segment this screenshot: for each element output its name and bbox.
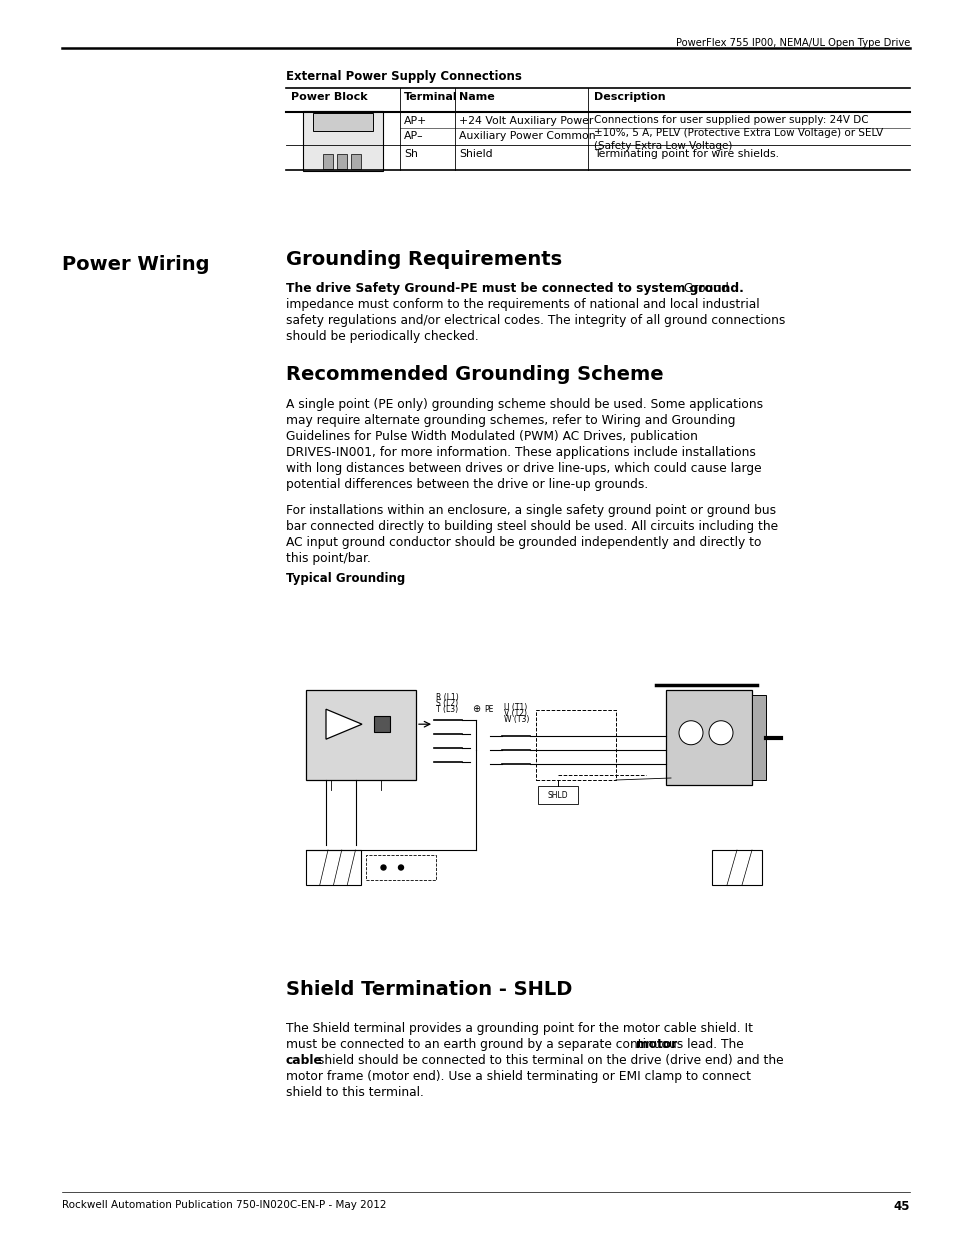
Text: R (L1): R (L1) — [436, 693, 458, 701]
Text: Grounding Requirements: Grounding Requirements — [286, 249, 561, 269]
Text: Terminal: Terminal — [403, 91, 457, 103]
Text: PowerFlex 755 IP00, NEMA/UL Open Type Drive: PowerFlex 755 IP00, NEMA/UL Open Type Dr… — [675, 38, 909, 48]
Text: Shield: Shield — [458, 149, 492, 159]
Text: motor frame (motor end). Use a shield terminating or EMI clamp to connect: motor frame (motor end). Use a shield te… — [286, 1070, 750, 1083]
Text: U (T1): U (T1) — [503, 703, 527, 713]
Text: Guidelines for Pulse Width Modulated (PWM) AC Drives, publication: Guidelines for Pulse Width Modulated (PW… — [286, 430, 698, 443]
Text: For installations within an enclosure, a single safety ground point or ground bu: For installations within an enclosure, a… — [286, 504, 776, 517]
Text: shield to this terminal.: shield to this terminal. — [286, 1086, 423, 1099]
Polygon shape — [326, 709, 361, 740]
Circle shape — [380, 864, 386, 869]
Bar — [537, 785, 578, 804]
Text: Connections for user supplied power supply: 24V DC
±10%, 5 A, PELV (Protective E: Connections for user supplied power supp… — [594, 115, 882, 152]
Text: AC input ground conductor should be grounded independently and directly to: AC input ground conductor should be grou… — [286, 536, 760, 550]
Circle shape — [398, 864, 403, 869]
Bar — [306, 850, 360, 885]
Text: Sh: Sh — [403, 149, 417, 159]
Text: bar connected directly to building steel should be used. All circuits including : bar connected directly to building steel… — [286, 520, 778, 534]
Text: Recommended Grounding Scheme: Recommended Grounding Scheme — [286, 366, 663, 384]
Bar — [536, 710, 616, 781]
Bar — [313, 112, 373, 131]
Bar — [374, 716, 390, 732]
Circle shape — [679, 721, 702, 745]
Text: External Power Supply Connections: External Power Supply Connections — [286, 70, 521, 83]
Text: 45: 45 — [893, 1200, 909, 1213]
Text: Rockwell Automation Publication 750-IN020C-EN-P - May 2012: Rockwell Automation Publication 750-IN02… — [62, 1200, 386, 1210]
Text: this point/bar.: this point/bar. — [286, 552, 371, 564]
Text: V (T2): V (T2) — [503, 709, 526, 718]
Text: Power Wiring: Power Wiring — [62, 254, 210, 274]
Text: ⊕: ⊕ — [472, 704, 479, 714]
Text: Power Block: Power Block — [291, 91, 367, 103]
Text: impedance must conform to the requirements of national and local industrial: impedance must conform to the requiremen… — [286, 298, 759, 311]
Bar — [306, 690, 416, 781]
Text: cable: cable — [286, 1053, 322, 1067]
Text: S (L2): S (L2) — [436, 699, 457, 708]
Text: must be connected to an earth ground by a separate continuous lead. The: must be connected to an earth ground by … — [286, 1037, 747, 1051]
Bar — [336, 154, 347, 169]
Text: motor: motor — [636, 1037, 677, 1051]
Circle shape — [708, 721, 732, 745]
Text: Name: Name — [458, 91, 495, 103]
Text: Auxiliary Power Common: Auxiliary Power Common — [458, 131, 595, 141]
Text: +24 Volt Auxiliary Power: +24 Volt Auxiliary Power — [458, 116, 593, 126]
Text: T (L3): T (L3) — [436, 705, 457, 714]
Text: Description: Description — [594, 91, 665, 103]
Bar — [711, 850, 761, 885]
Text: SHLD: SHLD — [547, 790, 568, 799]
Text: Shield Termination - SHLD: Shield Termination - SHLD — [286, 981, 572, 999]
Text: safety regulations and/or electrical codes. The integrity of all ground connecti: safety regulations and/or electrical cod… — [286, 314, 784, 327]
Text: DRIVES-IN001, for more information. These applications include installations: DRIVES-IN001, for more information. Thes… — [286, 446, 755, 459]
Text: should be periodically checked.: should be periodically checked. — [286, 330, 478, 343]
Text: with long distances between drives or drive line-ups, which could cause large: with long distances between drives or dr… — [286, 462, 760, 475]
Text: A single point (PE only) grounding scheme should be used. Some applications: A single point (PE only) grounding schem… — [286, 398, 762, 411]
Text: Terminating point for wire shields.: Terminating point for wire shields. — [594, 149, 779, 159]
Text: shield should be connected to this terminal on the drive (drive end) and the: shield should be connected to this termi… — [314, 1053, 782, 1067]
Text: W (T3): W (T3) — [503, 715, 529, 724]
Text: may require alternate grounding schemes, refer to Wiring and Grounding: may require alternate grounding schemes,… — [286, 414, 735, 427]
Bar — [752, 695, 765, 781]
Text: PE: PE — [483, 705, 493, 714]
Bar — [351, 154, 360, 169]
Text: Typical Grounding: Typical Grounding — [286, 572, 405, 585]
Text: AP+: AP+ — [403, 116, 427, 126]
Text: potential differences between the drive or line-up grounds.: potential differences between the drive … — [286, 478, 648, 492]
Bar — [323, 154, 333, 169]
Bar — [665, 690, 752, 785]
Text: Ground: Ground — [679, 282, 728, 295]
Text: The drive Safety Ground-PE must be connected to system ground.: The drive Safety Ground-PE must be conne… — [286, 282, 743, 295]
Bar — [303, 111, 382, 170]
Text: The Shield terminal provides a grounding point for the motor cable shield. It: The Shield terminal provides a grounding… — [286, 1023, 752, 1035]
Text: AP–: AP– — [403, 131, 423, 141]
Bar — [366, 856, 436, 879]
